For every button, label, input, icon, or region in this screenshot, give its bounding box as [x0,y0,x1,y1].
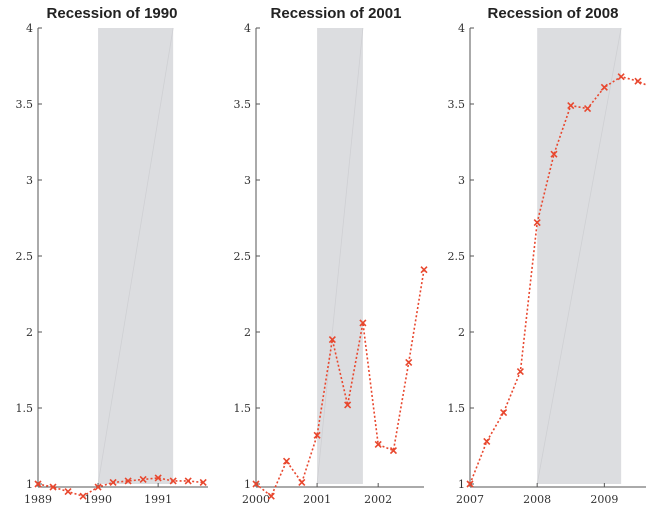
data-point [282,457,291,465]
y-tick-label: 1 [244,478,251,491]
y-tick-label: 1 [26,478,33,491]
data-point [617,73,625,81]
x-tick-label: 2002 [364,493,392,506]
data-point [344,401,352,409]
y-tick-label: 2 [244,326,251,339]
y-tick-label: 1.5 [234,402,252,415]
data-point [49,483,57,491]
data-point [298,478,306,487]
data-point [583,104,592,113]
data-point [252,480,260,488]
chart-title: Recession of 2008 [488,5,619,22]
y-tick-label: 2.5 [234,250,252,263]
data-point [466,480,474,488]
data-point [374,440,382,449]
x-tick-label: 2007 [456,493,484,506]
x-tick-label: 2000 [242,493,270,506]
data-point [405,358,413,366]
data-point [600,83,608,91]
y-tick-label: 2 [458,326,465,339]
y-tick-label: 3 [458,174,465,187]
y-tick-label: 1 [458,478,465,491]
y-tick-label: 3 [26,174,33,187]
series-line [37,477,204,498]
data-point [154,474,162,482]
data-point [313,431,321,439]
data-point [267,492,275,500]
band-diagonal [97,27,174,485]
series-line [255,269,425,498]
y-tick-label: 4 [244,22,251,35]
panel-recession-2001: Recession of 2001 1 1.5 2 2.5 3 3.5 4 2000 2001 2… [234,5,428,506]
y-tick-label: 3.5 [234,98,252,111]
data-point [139,475,147,484]
data-point [169,477,177,485]
x-tick-label: 1990 [84,493,112,506]
data-point [94,483,102,491]
x-tick-label: 1989 [24,493,52,506]
data-point [516,367,524,376]
panel-recession-2008: Recession of 2008 1 1.5 2 2.5 3 3.5 4 2007 2008 2… [448,5,646,506]
data-point [533,218,541,227]
y-tick-label: 1.5 [16,402,34,415]
series-line [469,75,646,485]
x-tick-label: 2008 [523,493,551,506]
data-point [184,477,192,485]
y-tick-label: 3.5 [448,98,466,111]
data-point [567,101,575,110]
data-point [359,319,367,327]
band-diagonal [536,27,622,485]
data-point [550,150,558,158]
data-point [634,77,642,85]
data-point [420,266,428,274]
data-point [483,437,491,446]
data-point [389,446,398,455]
data-point [64,488,72,496]
x-tick-label: 1991 [144,493,172,506]
chart-title: Recession of 1990 [47,5,178,22]
data-point [328,336,336,344]
y-tick-label: 2 [26,326,33,339]
y-tick-label: 2.5 [16,250,34,263]
panel-recession-1990: Recession of 1990 1 1.5 2 2.5 3 3.5 4 1989 1990 1… [16,5,208,506]
data-point [109,478,117,487]
chart-title: Recession of 2001 [271,5,402,22]
y-tick-label: 2.5 [448,250,466,263]
data-point [500,408,508,417]
x-tick-label: 2001 [303,493,331,506]
data-point [199,478,207,487]
y-tick-label: 3 [244,174,251,187]
data-point [79,492,87,500]
y-tick-label: 3.5 [16,98,34,111]
y-tick-label: 4 [458,22,465,35]
data-point [124,477,132,485]
band-diagonal [316,27,364,485]
x-tick-label: 2009 [590,493,618,506]
y-tick-label: 4 [26,22,33,35]
data-point [34,480,42,488]
y-tick-label: 1.5 [448,402,466,415]
